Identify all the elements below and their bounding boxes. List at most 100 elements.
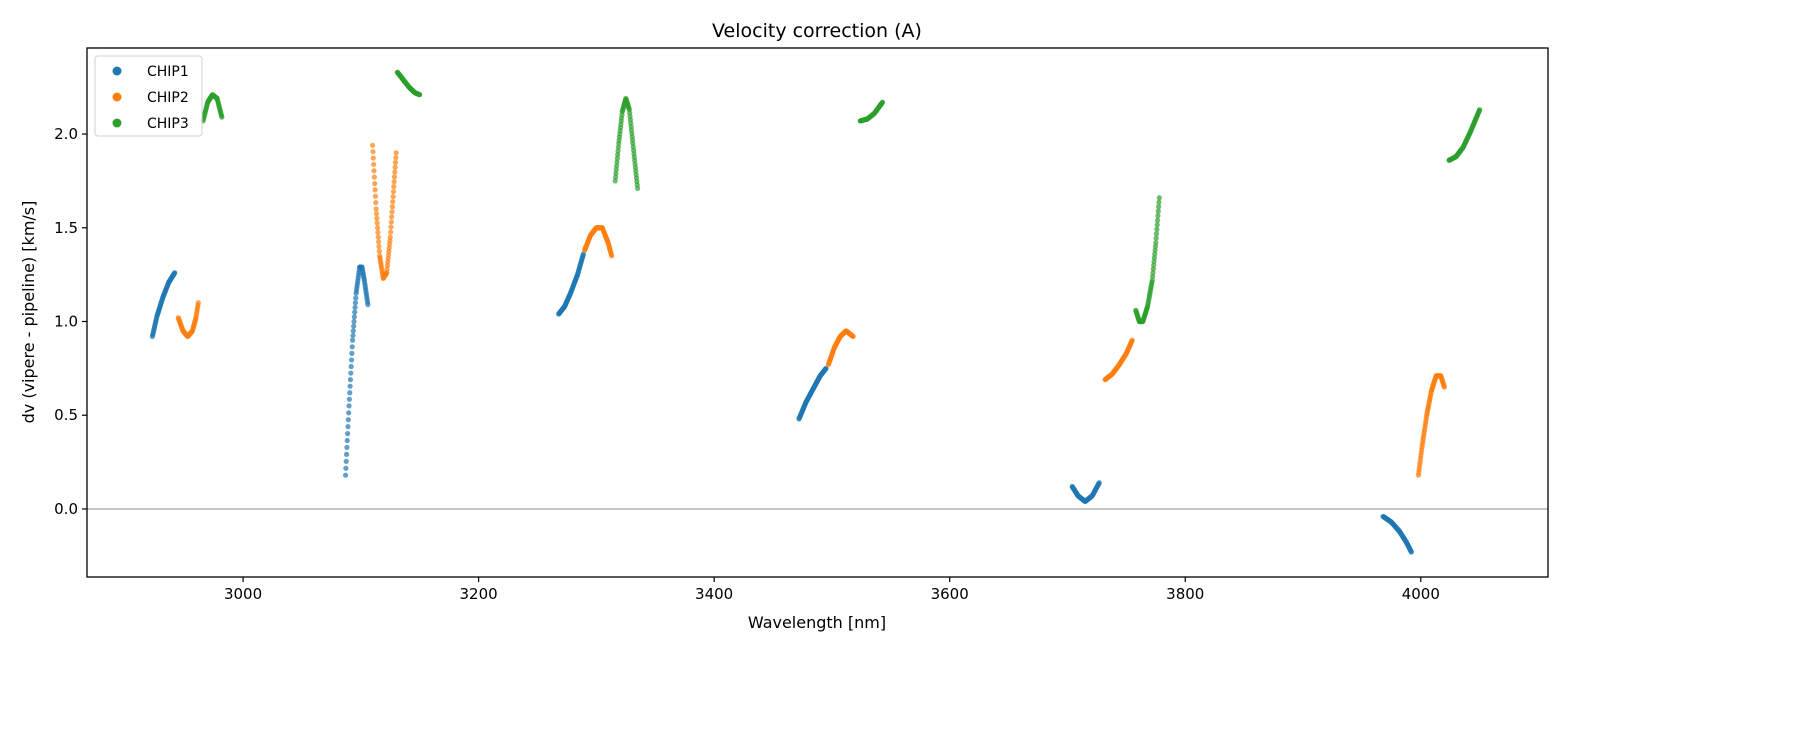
data-point	[350, 328, 356, 334]
data-point	[1155, 208, 1161, 214]
y-tick-label: 1.0	[54, 312, 78, 330]
data-point	[390, 188, 397, 195]
data-point	[365, 302, 371, 308]
data-point	[1441, 384, 1447, 390]
data-point	[347, 383, 353, 389]
data-point	[349, 350, 355, 356]
x-tick-label: 3600	[931, 585, 969, 603]
data-point	[352, 304, 358, 311]
data-point	[376, 248, 382, 254]
data-point	[375, 234, 381, 240]
data-point	[1156, 204, 1162, 210]
data-point	[1155, 213, 1161, 219]
data-point	[393, 150, 399, 156]
y-axis-label: dv (vipere - pipeline) [km/s]	[19, 201, 38, 424]
data-point	[195, 300, 201, 306]
data-point	[346, 396, 352, 402]
data-point	[1156, 195, 1162, 201]
data-point	[172, 270, 178, 276]
data-point	[1154, 217, 1161, 223]
data-point	[374, 220, 380, 226]
series-chip2	[175, 142, 1447, 478]
data-point	[345, 424, 351, 430]
data-point	[615, 144, 622, 150]
data-point	[347, 390, 353, 396]
data-point	[615, 148, 621, 154]
data-point	[348, 363, 354, 370]
x-tick-label: 3200	[460, 585, 498, 603]
data-point	[1150, 270, 1156, 276]
data-point	[373, 206, 379, 212]
legend-marker-chip2	[112, 92, 122, 102]
legend: CHIP1 CHIP2 CHIP3	[94, 55, 203, 137]
data-point	[374, 225, 381, 231]
data-point	[1153, 240, 1159, 246]
legend-marker-chip1	[112, 66, 122, 76]
data-point	[417, 92, 423, 98]
data-point	[390, 199, 396, 205]
data-point	[1150, 266, 1156, 272]
data-point	[373, 211, 380, 217]
x-tick-label: 3400	[695, 585, 733, 603]
legend-label: CHIP3	[147, 116, 189, 132]
data-point	[351, 323, 357, 329]
y-tick-label: 0.0	[54, 500, 78, 518]
data-point	[614, 163, 620, 169]
data-point	[352, 309, 358, 315]
data-point	[374, 215, 380, 221]
data-point	[353, 295, 359, 301]
data-point	[613, 167, 619, 173]
data-point	[372, 180, 378, 187]
data-point	[346, 403, 352, 409]
data-point	[370, 142, 376, 148]
data-point	[1152, 251, 1158, 257]
data-point	[1408, 549, 1414, 555]
series-chip3	[200, 69, 1483, 325]
data-point	[375, 229, 381, 236]
series-chip1	[149, 251, 1414, 555]
legend-label: CHIP2	[147, 90, 189, 106]
data-point	[376, 239, 382, 245]
data-point	[1152, 247, 1158, 253]
x-tick-label: 3000	[224, 585, 262, 603]
data-point	[1156, 199, 1162, 205]
data-point	[1096, 480, 1102, 486]
data-point	[391, 183, 397, 190]
data-point	[343, 458, 349, 464]
data-point	[350, 332, 356, 339]
data-point	[613, 170, 619, 177]
y-axis-ticks: 0.0 0.5 1.0 1.5 2.0	[54, 125, 87, 518]
data-point	[392, 169, 398, 175]
data-point	[349, 337, 356, 343]
data-point	[1129, 337, 1135, 343]
data-point	[342, 472, 349, 478]
data-point	[376, 243, 382, 250]
data-point	[614, 159, 620, 165]
data-point	[371, 168, 377, 174]
legend-marker-chip3	[112, 118, 122, 128]
data-point	[351, 314, 357, 320]
x-tick-label: 3800	[1166, 585, 1204, 603]
data-point	[615, 152, 621, 158]
data-point	[1152, 243, 1159, 250]
data-point	[352, 300, 359, 306]
data-point	[389, 204, 395, 210]
data-point	[346, 410, 352, 416]
data-point	[343, 465, 349, 471]
data-point	[392, 164, 398, 170]
data-point	[393, 155, 399, 161]
data-point	[388, 229, 394, 235]
data-point	[343, 451, 350, 457]
data-point	[372, 193, 379, 199]
data-point	[348, 357, 355, 363]
y-tick-label: 0.5	[54, 406, 78, 424]
data-point	[391, 174, 398, 180]
data-point	[1149, 277, 1155, 283]
data-point	[370, 149, 376, 155]
data-point	[373, 200, 379, 206]
y-tick-label: 1.5	[54, 219, 78, 237]
data-point	[219, 114, 225, 120]
legend-box	[94, 55, 203, 137]
data-points	[149, 69, 1483, 555]
